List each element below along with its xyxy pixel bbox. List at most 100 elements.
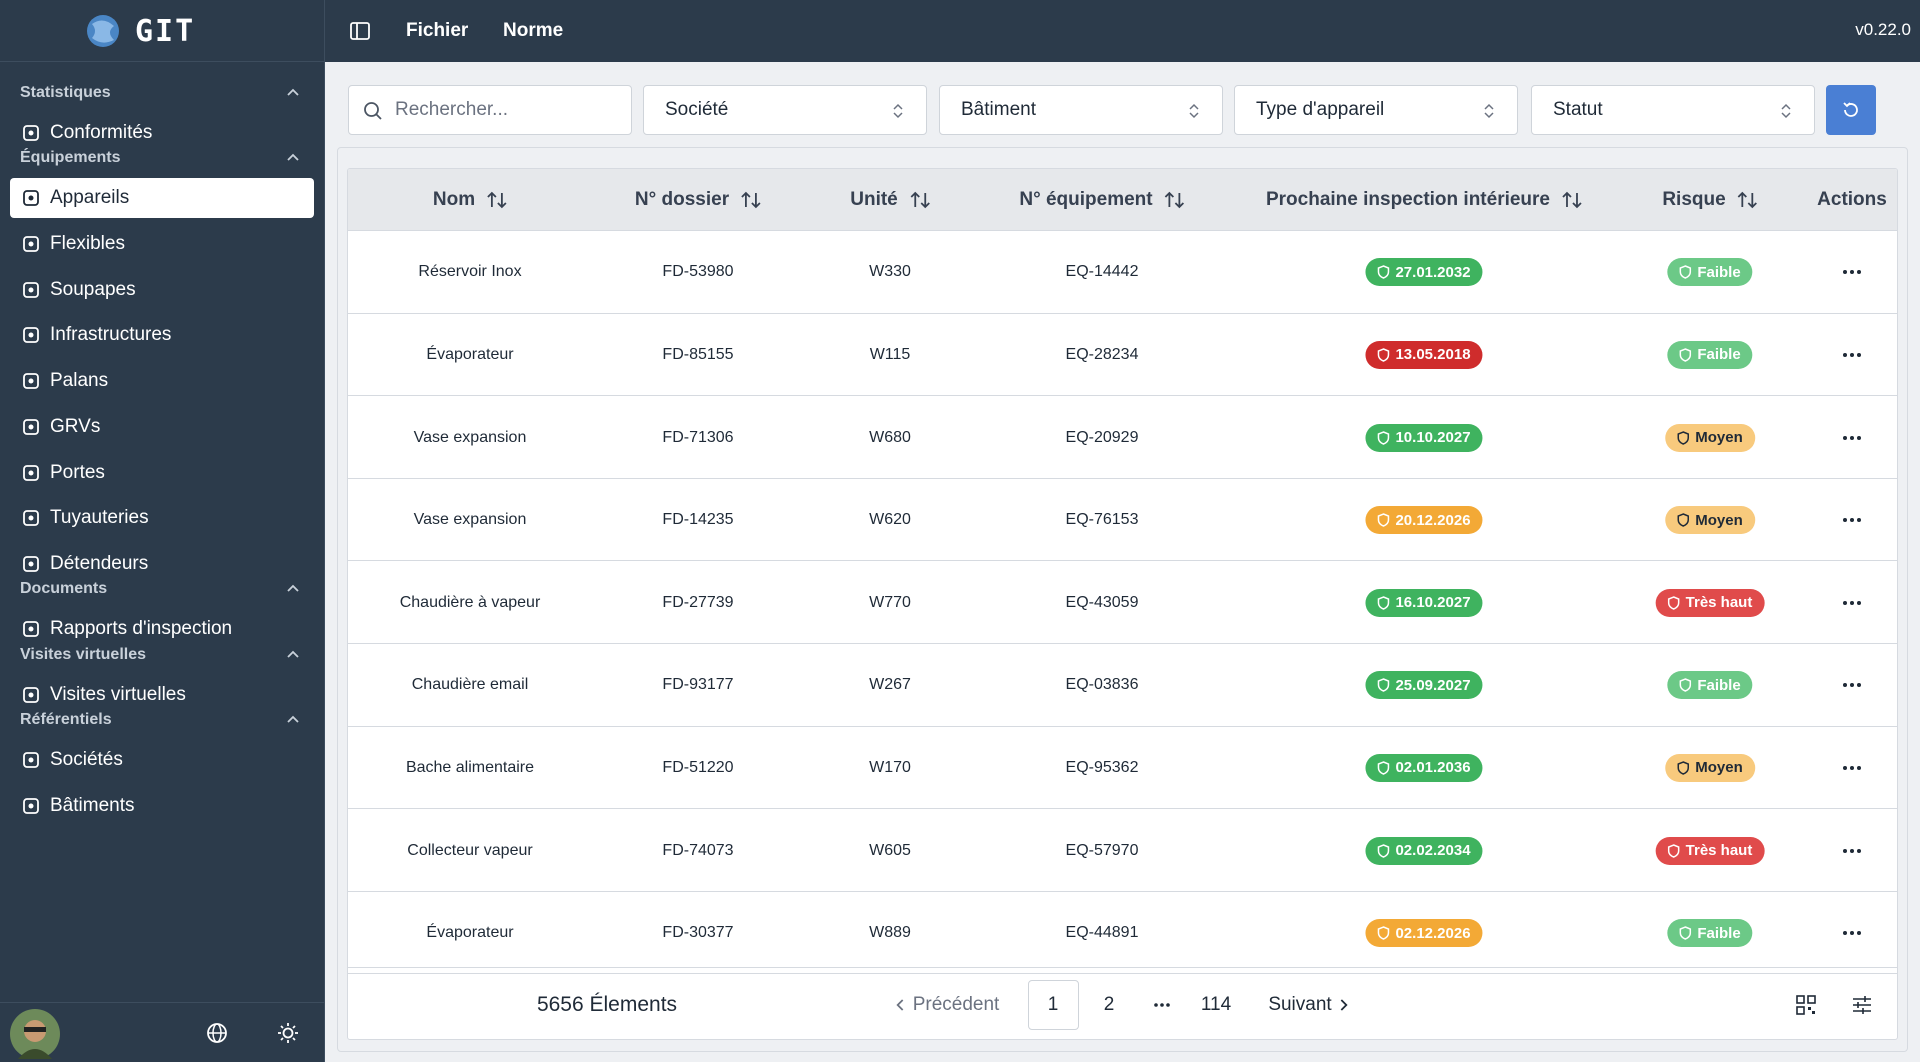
section-title[interactable]: Équipements — [20, 149, 121, 167]
row[interactable] — [348, 561, 1897, 644]
row[interactable] — [348, 396, 1897, 479]
avatar[interactable] — [10, 1009, 60, 1059]
menu-item[interactable]: Fichier — [406, 20, 469, 41]
search-input[interactable]: Rechercher... — [348, 85, 632, 135]
cell: W330 — [869, 263, 911, 281]
risk-badge: Faible — [1667, 258, 1753, 287]
actions-button[interactable] — [1842, 516, 1862, 524]
nav-label: Infrastructures — [50, 324, 172, 346]
section-title[interactable]: Visites virtuelles — [20, 645, 146, 663]
theme-button[interactable] — [277, 1022, 299, 1044]
toggle-sidebar[interactable] — [350, 21, 370, 41]
sort-icon — [487, 191, 507, 209]
nav-item[interactable]: Infrastructures — [10, 315, 314, 355]
nav-item[interactable]: Visites virtuelles — [10, 675, 314, 715]
date-text: 25.09.2027 — [1395, 676, 1471, 694]
risk-badge: Très haut — [1655, 588, 1765, 617]
page-button[interactable]: 114 — [1200, 994, 1232, 1015]
cell: Collecteur vapeur — [407, 841, 533, 859]
nav-item[interactable]: Détendeurs — [10, 544, 314, 584]
badge-icon — [1667, 595, 1680, 610]
column-header[interactable]: N° équipement — [1019, 189, 1185, 211]
column-header[interactable]: Unité — [850, 189, 930, 211]
nav-label: Sociétés — [50, 748, 123, 770]
row[interactable] — [348, 892, 1897, 975]
actions-button[interactable] — [1842, 929, 1862, 937]
nav-label: Visites virtuelles — [50, 683, 186, 705]
section-title[interactable]: Statistiques — [20, 84, 111, 101]
date-badge: 02.12.2026 — [1365, 919, 1483, 948]
risk-badge: Faible — [1667, 919, 1753, 948]
risk-badge: Moyen — [1665, 753, 1755, 782]
nav-item[interactable]: Rapports d'inspection — [10, 609, 314, 649]
cell: FD-30377 — [662, 924, 734, 942]
nav-item[interactable]: Portes — [10, 453, 314, 493]
cell: EQ-03836 — [1065, 676, 1139, 694]
cell: Chaudière à vapeur — [399, 593, 541, 611]
cell: Évaporateur — [426, 924, 514, 942]
column-header[interactable]: Prochaine inspection intérieure — [1266, 189, 1582, 211]
nav-item[interactable]: Appareils — [10, 178, 314, 219]
cell: FD-14235 — [662, 511, 734, 529]
language-button[interactable] — [206, 1022, 228, 1044]
nav-item[interactable]: Bâtiments — [10, 786, 314, 826]
cell: W267 — [869, 676, 911, 694]
row[interactable] — [348, 314, 1897, 397]
column-header[interactable]: N° dossier — [635, 189, 761, 211]
page-button[interactable]: 2 — [1103, 994, 1115, 1015]
nav-label: Rapports d'inspection — [50, 618, 233, 640]
reset-button[interactable] — [1826, 85, 1876, 135]
badge-icon — [1377, 843, 1390, 858]
header-label: Risque — [1662, 189, 1726, 210]
page-button[interactable]: 1 — [1047, 994, 1059, 1015]
actions-button[interactable] — [1842, 847, 1862, 855]
row[interactable] — [348, 479, 1897, 562]
row[interactable] — [348, 727, 1897, 810]
actions-button[interactable] — [1842, 268, 1862, 276]
date-text: 20.12.2026 — [1395, 511, 1471, 529]
next-button[interactable]: Suivant — [1268, 994, 1349, 1016]
previous-button[interactable]: Précédent — [895, 994, 999, 1016]
nav-icon — [23, 125, 39, 141]
row[interactable] — [348, 809, 1897, 892]
header-label: N° dossier — [634, 189, 730, 210]
nav-item[interactable]: Tuyauteries — [10, 498, 314, 538]
column-header[interactable]: Risque — [1662, 189, 1758, 211]
column-header[interactable]: Nom — [433, 189, 507, 211]
cell: W680 — [869, 428, 911, 446]
actions-button[interactable] — [1842, 434, 1862, 442]
row[interactable] — [348, 231, 1897, 314]
actions-button[interactable] — [1842, 599, 1862, 607]
filter-select[interactable]: Société — [643, 85, 927, 135]
row[interactable] — [348, 644, 1897, 727]
page-current-box[interactable] — [1028, 980, 1079, 1030]
cell: FD-53980 — [662, 263, 734, 281]
nav-item[interactable]: Flexibles — [10, 224, 314, 264]
date-badge: 13.05.2018 — [1365, 340, 1483, 369]
cell: EQ-14442 — [1065, 263, 1139, 281]
nav-item[interactable]: Soupapes — [10, 270, 314, 310]
version: v0.22.0 — [1855, 20, 1911, 39]
section-title[interactable]: Documents — [20, 580, 108, 598]
nav-item[interactable]: GRVs — [10, 407, 314, 447]
cell: W115 — [869, 345, 911, 363]
settings-button[interactable] — [1852, 995, 1872, 1015]
nav-item[interactable]: Palans — [10, 361, 314, 401]
logo-area: GIT — [0, 0, 324, 62]
actions-button[interactable] — [1842, 681, 1862, 689]
nav-item[interactable]: Sociétés — [10, 740, 314, 780]
filter-select[interactable]: Bâtiment — [939, 85, 1223, 135]
qr-button[interactable] — [1796, 995, 1816, 1015]
header-label: N° équipement — [1019, 189, 1153, 210]
menu-item[interactable]: Norme — [503, 20, 564, 41]
nav-icon — [23, 418, 39, 435]
filter-select[interactable]: Statut — [1531, 85, 1815, 135]
actions-button[interactable] — [1842, 351, 1862, 359]
actions-button[interactable] — [1842, 764, 1862, 772]
filter-select[interactable]: Type d'appareil — [1234, 85, 1518, 135]
section-title[interactable]: Référentiels — [20, 710, 112, 728]
header-label: Prochaine inspection intérieure — [1265, 189, 1551, 210]
nav-label: Appareils — [50, 187, 130, 209]
nav-item[interactable]: Conformités — [10, 113, 314, 153]
